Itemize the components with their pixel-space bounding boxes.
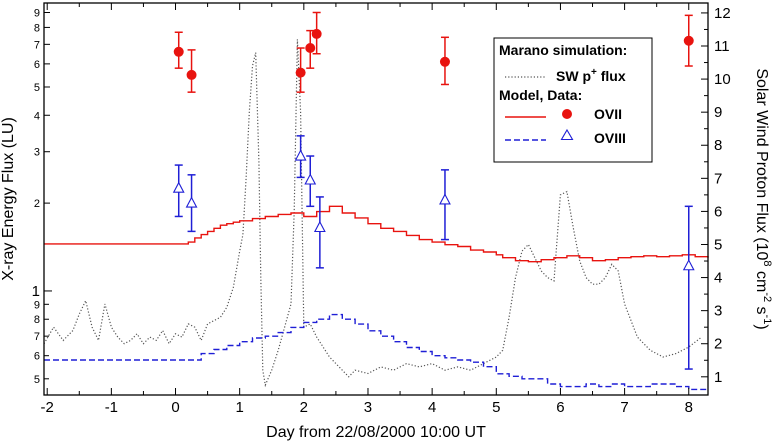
legend-oviii-label: OVIII [594,130,626,146]
y-axis-right-label: Solar Wind Proton Flux (108 cm-2 s-1) [753,68,773,329]
y-left-minor-tick-label: 5 [34,374,40,386]
oviii-data-point [304,173,317,185]
y-right-tick-label: 4 [714,270,722,287]
y-right-tick-label: 12 [714,5,731,22]
data-points-layer [172,11,695,370]
x-tick-label: 7 [620,399,628,416]
ovii-data-point [186,69,197,80]
x-tick-label: 6 [556,399,564,416]
y-right-tick-label: 7 [714,170,722,187]
ovii-data-point [305,43,316,54]
x-tick-label: 4 [428,399,436,416]
y-left-tick-label: 4 [34,110,40,122]
y-right-tick-label: 6 [714,203,722,220]
x-tick-label: -1 [105,399,118,416]
legend-model-data-label: Model, Data: [499,87,582,103]
y-left-tick-label: 3 [34,147,40,159]
series-layer [43,39,709,391]
x-tick-label: 3 [364,399,372,416]
y-right-tick-label: 2 [714,336,722,353]
y-left-tick-label: 5 [34,82,40,94]
legend-sw-flux-label: SW p+ flux [556,67,626,84]
legend: Marano simulation: SW p+ flux Model, Dat… [493,37,653,163]
ovii-data-point [439,56,450,67]
x-tick-label: 8 [685,399,693,416]
legend-box [493,37,653,163]
x-tick-label: 0 [171,399,179,416]
ovii-data-point [683,35,694,46]
oviii-data-point [682,259,695,271]
series-line-sw-p-flux [43,39,702,388]
ovii-data-point [173,46,184,57]
oviii-data-point [294,149,307,161]
y-left-tick-label: 2 [34,198,40,210]
y-left-tick-label: 8 [34,22,40,34]
ovii-data-point [295,67,306,78]
ticks-layer: -2 -1 0 1 2 3 4 5 6 7 8123456789567891234567891011… [32,3,731,416]
y-left-tick-label: 6 [34,59,40,71]
x-tick-label: 2 [300,399,308,416]
y-left-tick-label: 9 [34,7,40,19]
x-axis-label: Day from 22/08/2000 10:00 UT [266,424,486,441]
y-right-tick-label: 3 [714,303,722,320]
y-right-tick-label: 5 [714,236,722,253]
y-right-tick-label: 1 [714,369,722,386]
oviii-data-point [185,196,198,208]
y-left-tick-label: 7 [34,39,40,51]
oviii-data-point [313,220,326,233]
plot-frame [43,2,709,396]
y-right-tick-label: 10 [714,71,731,88]
legend-oviii-marker [560,128,574,141]
legend-ovii-marker [562,109,572,119]
y-axis-left-label: X-ray Energy Flux (LU) [0,117,17,281]
x-tick-label: 1 [235,399,243,416]
y-right-tick-label: 9 [714,104,722,121]
y-left-minor-tick-label: 9 [34,299,40,311]
x-tick-label: 5 [492,399,500,416]
series-line-ovii [44,205,709,263]
ovii-data-point [311,28,322,39]
y-left-tick-label: 1 [32,283,40,300]
oviii-data-point [172,181,185,193]
legend-title: Marano simulation: [499,42,627,58]
oviii-data-point [439,193,451,205]
legend-ovii-label: OVII [594,106,622,122]
y-left-minor-tick-label: 8 [34,314,40,326]
y-left-minor-tick-label: 6 [34,351,40,363]
y-right-tick-label: 8 [714,137,722,154]
series-line-oviii [44,313,708,391]
x-tick-label: -2 [41,399,54,416]
y-right-tick-label: 11 [714,38,730,55]
y-left-minor-tick-label: 7 [34,331,40,343]
